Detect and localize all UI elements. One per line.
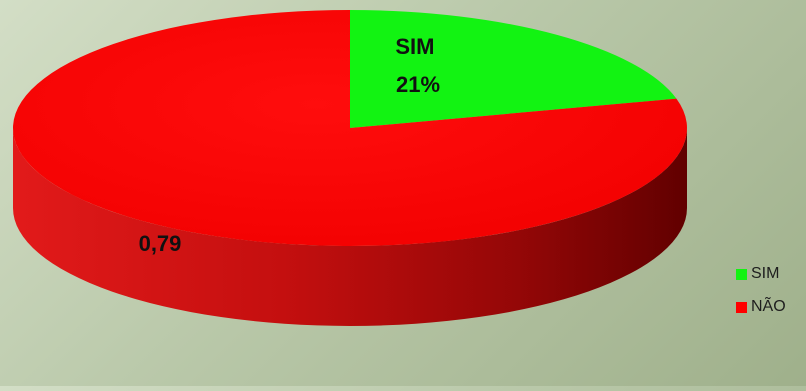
data-label-sim-name: SIM <box>395 34 434 59</box>
legend-item-nao: NÃO <box>736 297 802 317</box>
data-label-nao: 0,79 <box>139 231 182 256</box>
data-label-sim: SIM 21% <box>395 34 440 97</box>
pie-side-wall <box>13 128 687 326</box>
data-label-sim-value: 21% <box>396 72 440 97</box>
pie-side <box>13 128 687 326</box>
pie-top <box>13 10 688 247</box>
legend-label-nao: NÃO <box>751 298 786 315</box>
legend-item-sim: SIM <box>736 264 802 284</box>
legend-swatch-nao <box>736 301 747 313</box>
legend-swatch-sim <box>736 268 747 280</box>
pie-slice-no <box>13 10 688 247</box>
legend: SIM NÃO <box>736 264 802 330</box>
pie-slice-sim <box>350 10 677 128</box>
legend-label-sim: SIM <box>751 265 780 282</box>
